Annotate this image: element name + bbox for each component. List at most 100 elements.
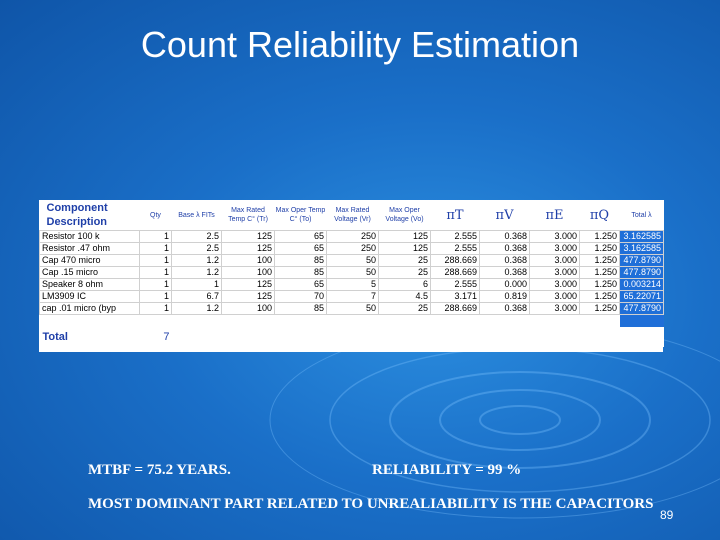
cell-total-lambda: 3.162585 [619, 230, 664, 243]
header-qty: Qty [139, 200, 172, 231]
table-cell: 3.000 [529, 302, 580, 315]
table-cell: 100 [221, 266, 275, 279]
table-cell: 125 [221, 278, 275, 291]
table-cell: 25 [378, 254, 431, 267]
table-cell: 1.250 [579, 278, 620, 291]
table-cell: 0.819 [479, 290, 530, 303]
table-cell: 1.2 [171, 254, 222, 267]
table-cell: 1 [139, 290, 172, 303]
table-cell: 1 [139, 230, 172, 243]
cell-total-lambda: 0.003214 [619, 278, 664, 291]
table-cell: 50 [326, 302, 379, 315]
header-max-rated-temp: Max Rated Temp C° (Tr) [221, 200, 275, 231]
spacer-cell [140, 315, 172, 328]
header-pi-e: πE [529, 200, 580, 231]
page-number: 89 [660, 508, 674, 522]
table-cell: 85 [274, 266, 327, 279]
table-cell: 250 [326, 230, 379, 243]
table-cell: 0.000 [479, 278, 530, 291]
table-cell: 0.368 [479, 242, 530, 255]
table-row: Resistor 100 k 1 2.5 125 65 250 125 2.555 0.368 3… [39, 230, 664, 243]
table-cell: 50 [326, 254, 379, 267]
cell-description: LM3909 IC [39, 290, 140, 303]
table-cell: 25 [378, 266, 431, 279]
table-cell: 1.2 [171, 266, 222, 279]
spacer-cell [619, 314, 664, 327]
table-cell: 100 [221, 254, 275, 267]
dominant-part-text: MOST DOMINANT PART RELATED TO UNREALIABI… [88, 496, 654, 512]
table-cell: 1.250 [579, 230, 620, 243]
table-cell: 1 [139, 266, 172, 279]
table-row: Speaker 8 ohm 1 1 125 65 5 6 2.555 0.000 3.000 1.2… [39, 278, 664, 291]
table-row: Cap 470 micro 1 1.2 100 85 50 25 288.669 0.368 3.… [39, 254, 664, 267]
header-max-oper-temp: Max Oper Temp C° (To) [274, 200, 327, 231]
table-cell: 3.000 [529, 254, 580, 267]
total-qty: 7 [139, 327, 172, 347]
table-row: Cap .15 micro 1 1.2 100 85 50 25 288.669 0.368 3.… [39, 266, 664, 279]
table-cell: 6.7 [171, 290, 222, 303]
cell-total-lambda: 65.22071 [619, 290, 664, 303]
cell-description: Resistor .47 ohm [39, 242, 140, 255]
table-cell: 125 [221, 290, 275, 303]
table-cell: 0.368 [479, 254, 530, 267]
total-filler [171, 327, 620, 347]
spacer-cell [580, 315, 620, 328]
spacer-cell [172, 315, 222, 328]
table-cell: 2.5 [171, 242, 222, 255]
table-cell: 2.555 [430, 278, 480, 291]
cell-description: Resistor 100 k [39, 230, 140, 243]
table-cell: 7 [326, 290, 379, 303]
cell-total-lambda: 477.8790 [619, 302, 664, 315]
table-cell: 65 [274, 242, 327, 255]
total-label: Total [39, 327, 140, 347]
cell-total-lambda: 3.162585 [619, 242, 664, 255]
spacer-cell [379, 315, 431, 328]
table-row: LM3909 IC 1 6.7 125 70 7 4.5 3.171 0.819 3.000 1.2… [39, 290, 664, 303]
reliability-text: RELIABILITY = 99 % [372, 462, 522, 478]
table-cell: 1 [139, 254, 172, 267]
table-header: Component Description Qty Base λ FITs Ma… [39, 200, 664, 231]
table-cell: 65 [274, 278, 327, 291]
header-pi-q: πQ [579, 200, 620, 231]
cell-description: Cap 470 micro [39, 254, 140, 267]
table-cell: 1.250 [579, 254, 620, 267]
reliability-table: Component Description Qty Base λ FITs Ma… [39, 200, 664, 352]
table-cell: 3.000 [529, 242, 580, 255]
table-cell: 1.250 [579, 242, 620, 255]
table-cell: 0.368 [479, 230, 530, 243]
spacer-cell [327, 315, 379, 328]
table-cell: 100 [221, 302, 275, 315]
table-cell: 250 [326, 242, 379, 255]
header-total-lambda: Total λ [619, 200, 664, 231]
total-value: 1517.2 [619, 327, 664, 347]
table-cell: 2.555 [430, 230, 480, 243]
cell-total-lambda: 477.8790 [619, 254, 664, 267]
table-cell: 1 [171, 278, 222, 291]
table-cell: 3.000 [529, 278, 580, 291]
spacer-cell [40, 315, 140, 328]
cell-description: cap .01 micro (byp [39, 302, 140, 315]
table-cell: 125 [221, 230, 275, 243]
table-cell: 0.368 [479, 302, 530, 315]
header-pi-t: πT [430, 200, 480, 231]
table-cell: 2.5 [171, 230, 222, 243]
spacer-cell [431, 315, 480, 328]
spacer-cell [275, 315, 327, 328]
cell-description: Speaker 8 ohm [39, 278, 140, 291]
table-cell: 288.669 [430, 254, 480, 267]
table-cell: 1 [139, 278, 172, 291]
table-cell: 50 [326, 266, 379, 279]
table-cell: 1 [139, 302, 172, 315]
header-max-oper-voltage: Max Oper Voltage (Vo) [378, 200, 431, 231]
table-cell: 6 [378, 278, 431, 291]
table-cell: 0.368 [479, 266, 530, 279]
page-title: Count Reliability Estimation [140, 24, 580, 65]
table-cell: 125 [378, 242, 431, 255]
table-cell: 125 [378, 230, 431, 243]
table-cell: 3.000 [529, 230, 580, 243]
cell-total-lambda: 477.8790 [619, 266, 664, 279]
table-cell: 5 [326, 278, 379, 291]
header-pi-v: πV [479, 200, 530, 231]
table-cell: 125 [221, 242, 275, 255]
spacer-cell [480, 315, 530, 328]
